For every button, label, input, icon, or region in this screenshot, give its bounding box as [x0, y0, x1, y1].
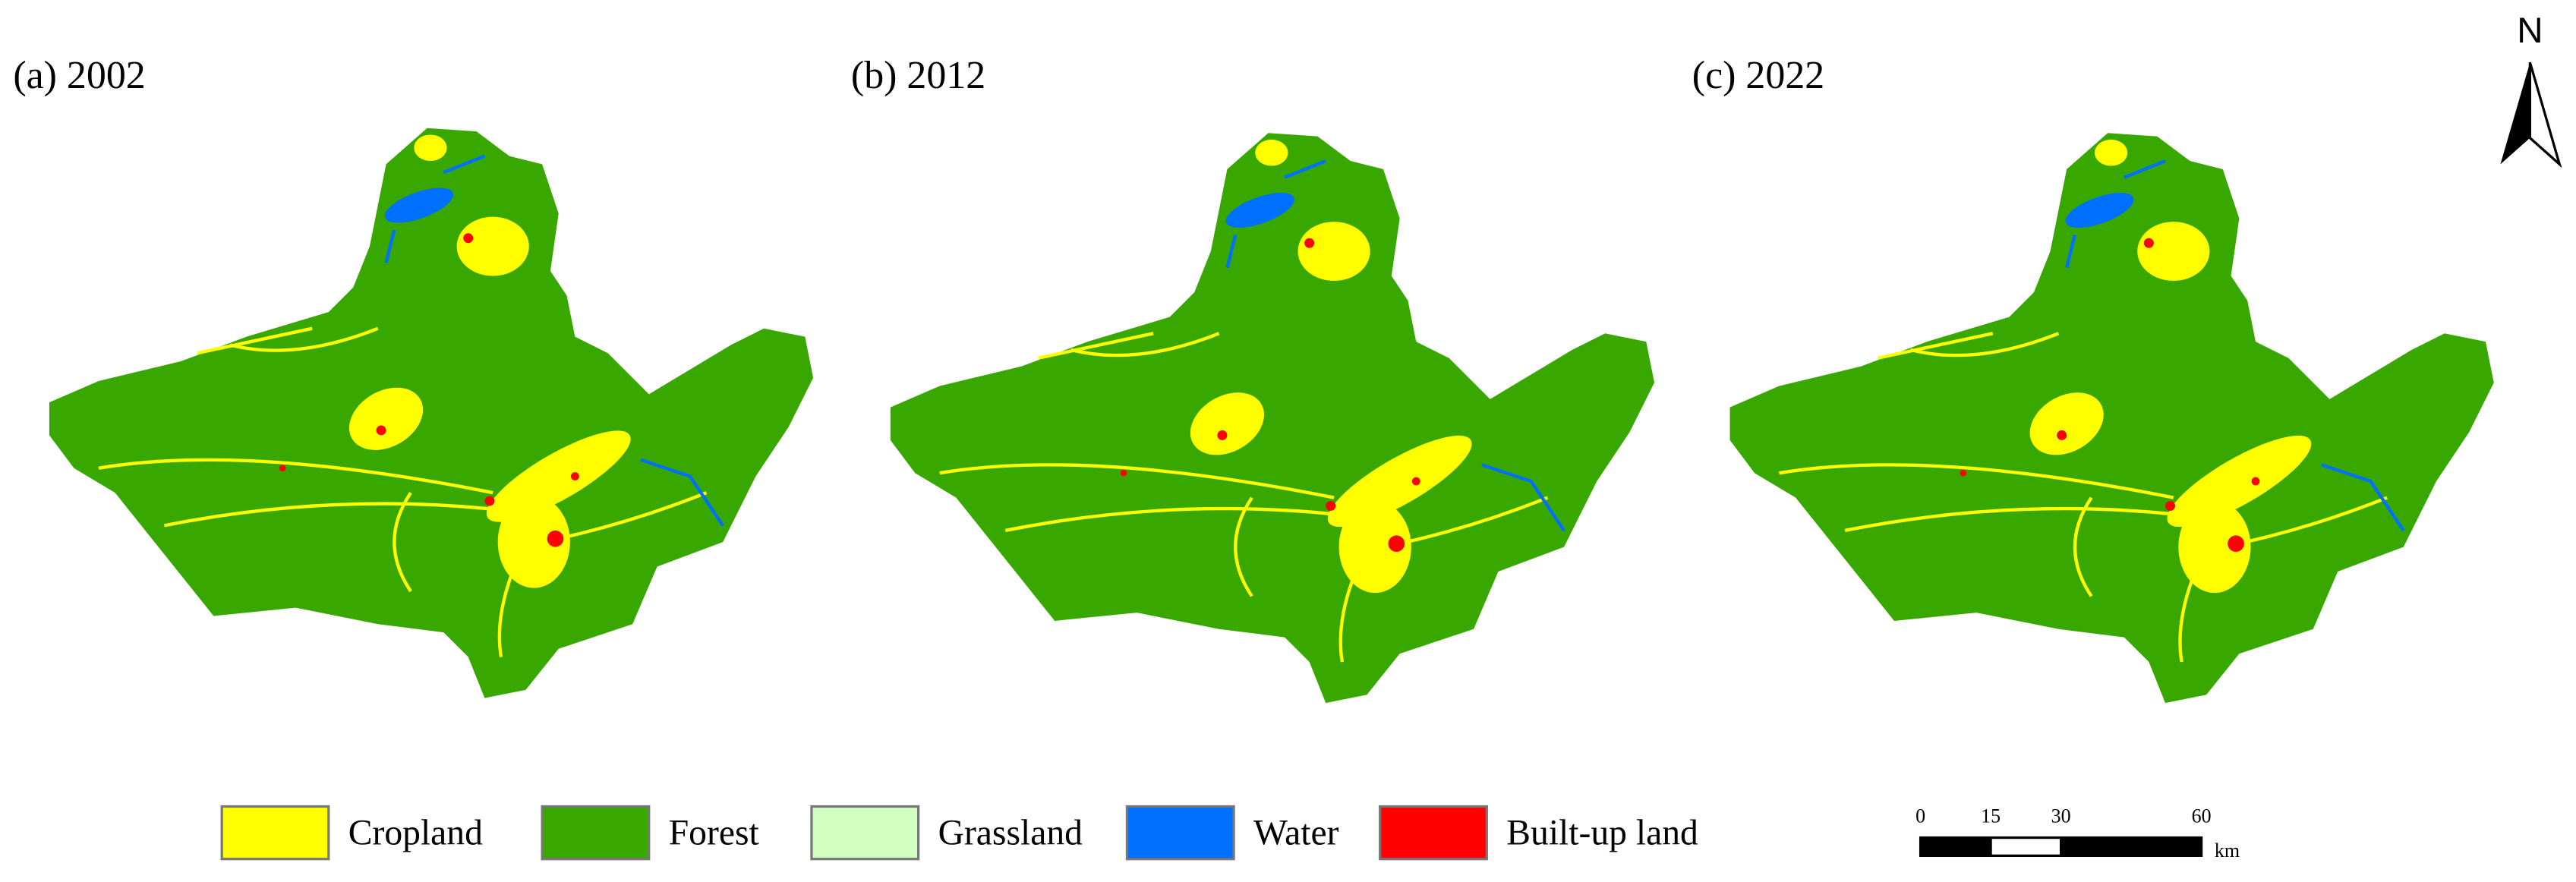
scale-segment — [1919, 836, 1992, 858]
scale-tick-label: 30 — [2051, 805, 2071, 827]
legend-label: Grassland — [938, 813, 1083, 852]
scale-segment — [1989, 836, 2063, 858]
map-b — [891, 133, 1654, 703]
north-label: N — [2517, 11, 2543, 51]
legend-label: Built-up land — [1506, 813, 1698, 852]
map-a — [49, 128, 813, 698]
legend-label: Forest — [669, 813, 759, 852]
legend-swatch — [220, 805, 330, 861]
panel-label: (c) 2022 — [1692, 54, 1824, 97]
legend-swatch — [1125, 805, 1235, 861]
scale-segment — [2059, 836, 2203, 858]
legend-swatch — [541, 805, 651, 861]
legend-label: Water — [1253, 813, 1339, 852]
map-c — [1730, 133, 2494, 703]
scale-tick-label: 15 — [1981, 805, 2001, 827]
scale-tick-label: 60 — [2192, 805, 2212, 827]
panel-label: (a) 2002 — [13, 54, 145, 97]
scale-tick-label: 0 — [1915, 805, 1925, 827]
panel-label: (b) 2012 — [851, 54, 985, 97]
north-arrow: N — [2500, 11, 2562, 169]
scale-unit: km — [2215, 839, 2240, 862]
legend-swatch — [1379, 805, 1488, 861]
legend-label: Cropland — [348, 813, 483, 852]
legend-swatch — [810, 805, 920, 861]
